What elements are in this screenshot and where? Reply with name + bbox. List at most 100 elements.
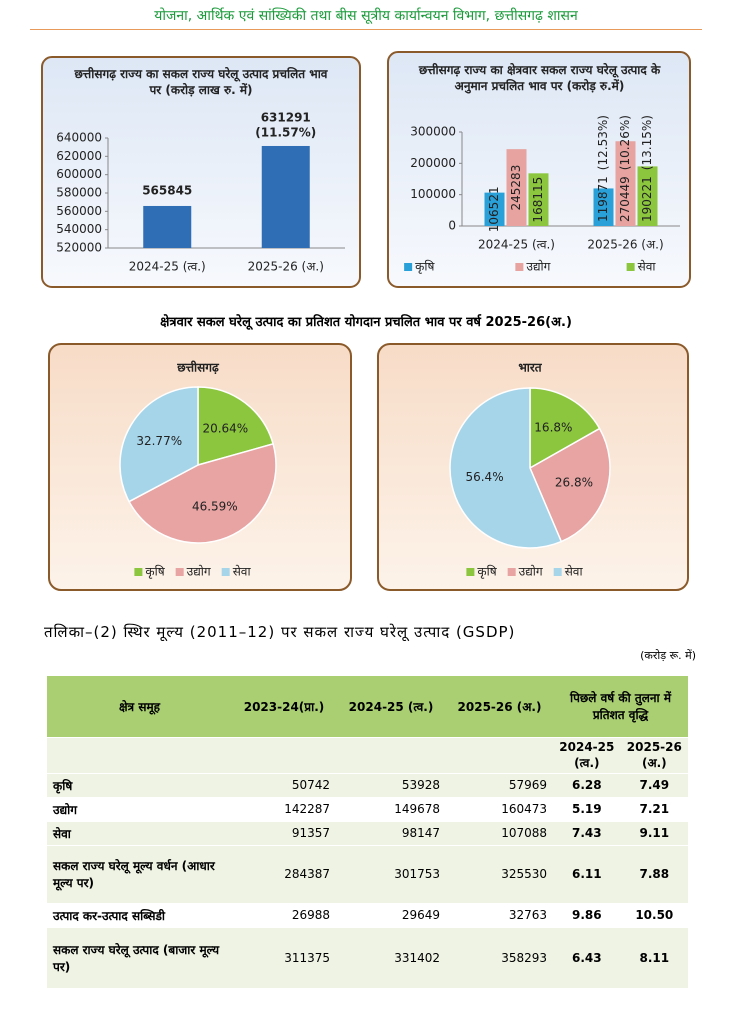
legend-swatch [466, 568, 475, 576]
table-row: उत्पाद कर-उत्पाद सब्सिडी 26988 29649 32763 9… [47, 903, 688, 928]
cell: 50742 [232, 773, 336, 798]
cell: 142287 [232, 797, 336, 822]
cell: 53928 [336, 773, 446, 798]
cell: 5.19 [553, 797, 621, 822]
section-title: क्षेत्रवार सकल घरेलू उत्पाद का प्रतिशत य… [160, 315, 572, 330]
table-row: सकल राज्य घरेलू मूल्य वर्धन (आधार मूल्य … [47, 845, 688, 904]
cell: 7.21 [620, 797, 688, 822]
header-rule [30, 29, 702, 30]
data-label: 119871 [596, 176, 610, 222]
cell: 8.11 [620, 927, 688, 989]
row-label: सकल राज्य घरेलू मूल्य वर्धन (आधार मूल्य … [47, 845, 232, 904]
table-row: सेवा 91357 98147 107088 7.43 9.11 [47, 821, 688, 846]
chart-title: छत्तीसगढ़ राज्य का सकल राज्य घरेलू उत्पा… [74, 67, 328, 97]
cell: 32763 [446, 903, 553, 928]
cell: 331402 [336, 927, 446, 989]
cell: 149678 [336, 797, 446, 822]
growth-label: (10.26%) [618, 115, 632, 170]
chart-title: भारत [518, 361, 542, 375]
cell: 107088 [446, 821, 553, 846]
y-tick-label: 0 [448, 219, 456, 233]
panel [387, 51, 691, 288]
bar [637, 166, 658, 226]
y-tick-label: 640000 [56, 131, 102, 145]
legend-label: उद्योग [187, 565, 211, 579]
column-subheader: 2025-26 (अ.) [620, 737, 688, 774]
y-tick-label: 540000 [56, 222, 102, 236]
cell: 7.88 [620, 845, 688, 904]
bar [528, 173, 549, 226]
cell: 7.43 [553, 821, 621, 846]
legend-label: उद्योग [519, 565, 543, 579]
bar [261, 145, 310, 248]
data-label: 46.59% [192, 499, 238, 513]
charts: 520000 540000 560000 580000 600000 620000 6400… [41, 51, 691, 591]
y-tick-label: 560000 [56, 204, 102, 218]
pie-slice [128, 442, 277, 544]
bar [615, 141, 636, 226]
cell: 98147 [336, 821, 446, 846]
empty-cell [446, 737, 553, 774]
y-tick-label: 580000 [56, 186, 102, 200]
table-row: सकल राज्य घरेलू उत्पाद (बाजार मूल्य पर) 3… [47, 927, 688, 989]
data-label: 16.8% [534, 420, 572, 434]
data-label: 56.4% [465, 470, 503, 484]
legend-swatch [553, 568, 562, 576]
pie-slice [197, 386, 275, 466]
pie-slice [449, 387, 563, 549]
data-label: 245283 [509, 165, 523, 211]
data-label: 190221 [640, 176, 654, 222]
row-label: उत्पाद कर-उत्पाद सब्सिडी [47, 903, 232, 928]
header-row: क्षेत्र समूह 2023-24(प्रा.) 2024-25 (त्व.)… [47, 676, 688, 738]
legend-label: सेवा [638, 260, 657, 274]
table-unit: (करोड़ रू. में) [640, 649, 696, 662]
x-tick-label: 2025-26 (अ.) [248, 260, 324, 274]
row-label: सेवा [47, 821, 232, 846]
y-tick-label: 100000 [410, 187, 456, 201]
column-header: पिछले वर्ष की तुलना में प्रतिशत वृद्धि [553, 676, 688, 738]
row-label: कृषि [47, 773, 232, 798]
cell: 325530 [446, 845, 553, 904]
y-tick-label: 200000 [410, 156, 456, 170]
cell: 301753 [336, 845, 446, 904]
legend-swatch [221, 568, 230, 576]
growth-label: (13.15%) [640, 115, 654, 170]
column-header: 2023-24(प्रा.) [232, 676, 336, 738]
empty-cell [47, 737, 232, 774]
pie-slice [119, 386, 199, 503]
legend-label: कृषि [415, 260, 435, 275]
y-tick-label: 300000 [410, 125, 456, 139]
cell: 29649 [336, 903, 446, 928]
row-label: सकल राज्य घरेलू उत्पाद (बाजार मूल्य पर) [47, 927, 232, 989]
pie-slice [529, 387, 601, 470]
data-label: 26.8% [555, 475, 593, 489]
legend-swatch [404, 263, 413, 271]
data-label: 631291 [261, 110, 311, 124]
cell: 57969 [446, 773, 553, 798]
table: क्षेत्र समूह 2023-24(प्रा.) 2024-25 (त्व.)… [47, 676, 688, 989]
legend-swatch [626, 263, 635, 271]
bar [143, 205, 192, 248]
cell: 26988 [232, 903, 336, 928]
subheader-row: 2024-25 (त्व.) 2025-26 (अ.) [47, 737, 688, 774]
cell: 6.11 [553, 845, 621, 904]
data-label: 32.77% [136, 434, 182, 448]
column-header: 2025-26 (अ.) [446, 676, 553, 738]
legend-label: कृषि [477, 565, 497, 580]
empty-cell [232, 737, 336, 774]
cell: 7.49 [620, 773, 688, 798]
y-tick-label: 600000 [56, 167, 102, 181]
cell: 311375 [232, 927, 336, 989]
legend-swatch [507, 568, 516, 576]
table-row: कृषि 50742 53928 57969 6.28 7.49 [47, 773, 688, 798]
bar [484, 192, 505, 226]
legend-label: सेवा [233, 565, 252, 579]
legend-swatch [515, 263, 524, 271]
table-title: तलिका–(2) स्थिर मूल्य (2011–12) पर सकल र… [44, 623, 516, 641]
header: योजना, आर्थिक एवं सांख्यिकी तथा बीस सूत्… [154, 8, 578, 24]
empty-cell [336, 737, 446, 774]
table-row: उद्योग 142287 149678 160473 5.19 7.21 [47, 797, 688, 822]
cell: 9.86 [553, 903, 621, 928]
cell: 9.11 [620, 821, 688, 846]
